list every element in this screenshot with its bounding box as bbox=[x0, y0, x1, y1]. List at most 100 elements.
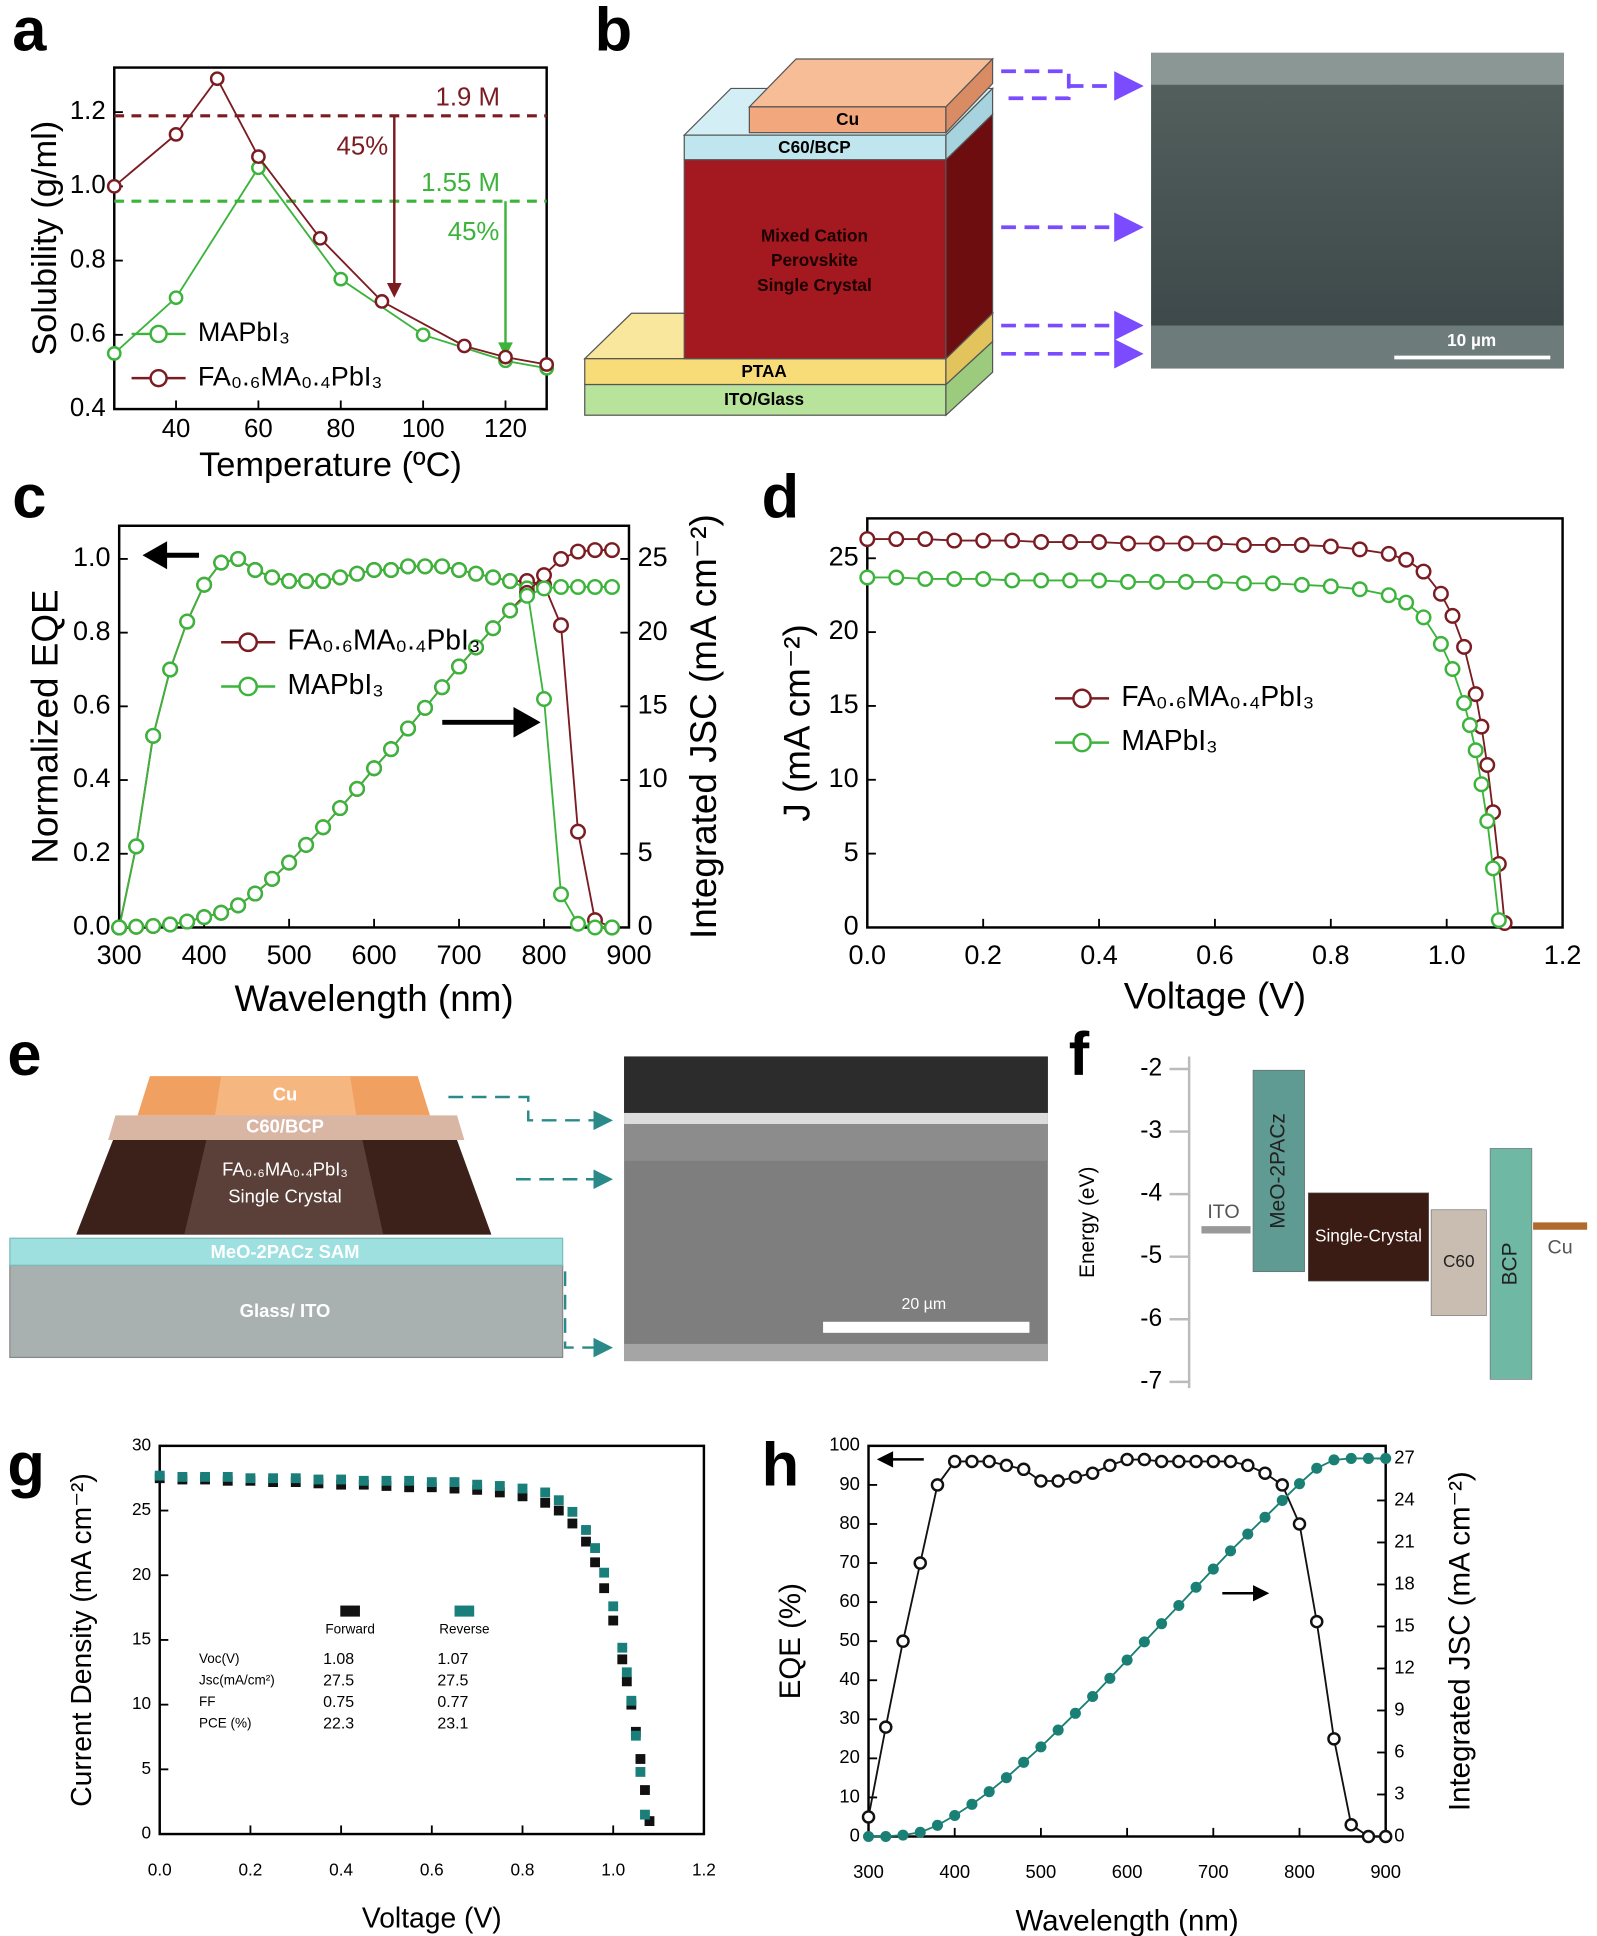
x-tick-label: 600 bbox=[1112, 1861, 1143, 1882]
data-marker bbox=[1259, 1511, 1271, 1523]
data-marker bbox=[472, 1479, 483, 1490]
data-marker bbox=[358, 1475, 369, 1486]
data-marker bbox=[570, 823, 586, 840]
y-tick-label: 20 bbox=[839, 1746, 859, 1767]
data-marker bbox=[485, 620, 502, 637]
data-marker bbox=[281, 573, 298, 590]
data-marker bbox=[1051, 1474, 1065, 1488]
data-marker bbox=[1177, 573, 1194, 590]
y2-axis-label: Integrated JSC (mA cm⁻²) bbox=[1444, 1471, 1477, 1811]
data-marker bbox=[1361, 1829, 1376, 1844]
y-tick-label: 25 bbox=[829, 541, 859, 571]
x-tick-label: 800 bbox=[1284, 1861, 1315, 1882]
x-axis-label: Voltage (V) bbox=[1124, 975, 1306, 1016]
energy-bar bbox=[1430, 1209, 1487, 1316]
data-marker bbox=[999, 1458, 1014, 1473]
panel-label: b bbox=[595, 0, 633, 65]
y2-tick-label: 0 bbox=[638, 911, 653, 941]
table-row-label: PCE (%) bbox=[199, 1716, 252, 1731]
data-marker bbox=[630, 1730, 641, 1741]
data-marker bbox=[381, 1475, 392, 1486]
y2-tick-label: 15 bbox=[638, 689, 668, 719]
x-tick-label: 0.2 bbox=[964, 940, 1002, 970]
y-tick-label: 0.8 bbox=[73, 616, 111, 646]
data-marker bbox=[1120, 573, 1137, 590]
y2-axis-label: Integrated JSC (mA cm⁻²) bbox=[683, 514, 724, 939]
data-marker bbox=[1034, 1474, 1048, 1488]
data-marker bbox=[1311, 1462, 1323, 1474]
data-marker bbox=[946, 532, 963, 549]
y-axis-label: EQE (%) bbox=[774, 1583, 807, 1699]
data-marker bbox=[179, 613, 196, 630]
x-tick-label: 900 bbox=[606, 940, 651, 970]
sem-image bbox=[1151, 52, 1564, 369]
data-marker bbox=[599, 1567, 610, 1578]
legend-label: FA₀.₆MA₀.₄PbI₃ bbox=[287, 624, 480, 656]
data-marker bbox=[298, 836, 315, 853]
y2-tick-label: 18 bbox=[1394, 1572, 1414, 1593]
y-tick-label: 0 bbox=[844, 911, 859, 941]
data-marker bbox=[290, 1473, 301, 1484]
layer-label: PTAA bbox=[741, 361, 787, 381]
data-marker bbox=[1072, 688, 1092, 709]
data-marker bbox=[626, 1695, 637, 1706]
y-tick-label: 10 bbox=[829, 763, 859, 793]
data-marker bbox=[177, 1471, 188, 1482]
legend-label: MAPbI₃ bbox=[287, 668, 383, 700]
data-marker bbox=[1479, 757, 1496, 774]
x-tick-label: 0.4 bbox=[329, 1859, 353, 1879]
data-marker bbox=[502, 573, 519, 590]
data-marker bbox=[1351, 541, 1368, 558]
data-marker bbox=[917, 531, 934, 548]
data-marker bbox=[245, 1473, 256, 1484]
y-tick-label: 0.6 bbox=[73, 689, 111, 719]
y-tick-label: 40 bbox=[839, 1668, 859, 1689]
data-marker bbox=[621, 1667, 632, 1678]
panel-label: d bbox=[762, 462, 800, 531]
data-marker bbox=[536, 567, 552, 584]
layer bbox=[748, 106, 947, 134]
data-marker bbox=[599, 1583, 610, 1594]
data-marker bbox=[1091, 534, 1108, 551]
y-tick-label: 0.4 bbox=[73, 763, 111, 793]
data-marker bbox=[1351, 581, 1368, 598]
table-cell: 0.77 bbox=[437, 1694, 468, 1711]
y-tick-label: 0 bbox=[142, 1823, 152, 1843]
scale-bar-label: 20 µm bbox=[901, 1296, 946, 1313]
y-tick-label: 1.2 bbox=[70, 97, 106, 125]
data-marker bbox=[1258, 1466, 1272, 1480]
data-marker bbox=[434, 679, 451, 696]
data-marker bbox=[264, 569, 281, 586]
panel-label: a bbox=[12, 0, 47, 65]
annotation-label: 45% bbox=[337, 133, 389, 161]
series-line bbox=[113, 166, 547, 370]
data-marker bbox=[281, 854, 298, 871]
data-marker bbox=[617, 1642, 628, 1653]
y-tick-label: 30 bbox=[839, 1707, 859, 1728]
panel-label: c bbox=[12, 462, 46, 531]
data-marker bbox=[1398, 594, 1415, 611]
legend-label: Reverse bbox=[439, 1622, 489, 1637]
y-tick-label: 100 bbox=[829, 1434, 860, 1455]
data-marker bbox=[333, 271, 349, 287]
data-marker bbox=[966, 1798, 978, 1810]
data-marker bbox=[468, 639, 485, 656]
pointer-arrow bbox=[1001, 71, 1136, 98]
data-marker bbox=[635, 1754, 646, 1764]
y-tick-label: -3 bbox=[1140, 1117, 1162, 1144]
data-marker bbox=[400, 720, 417, 737]
energy-level-label: Cu bbox=[1548, 1236, 1573, 1258]
data-marker bbox=[154, 1470, 165, 1481]
data-marker bbox=[449, 1477, 460, 1488]
data-marker bbox=[336, 1474, 347, 1485]
data-marker bbox=[264, 870, 281, 887]
y2-tick-label: 21 bbox=[1394, 1530, 1414, 1551]
x-tick-label: 0.8 bbox=[511, 1859, 535, 1879]
data-marker bbox=[1242, 1528, 1254, 1540]
x-tick-label: 600 bbox=[352, 940, 397, 970]
data-marker bbox=[603, 578, 620, 595]
data-marker bbox=[415, 327, 431, 343]
x-tick-label: 0.6 bbox=[420, 1859, 444, 1879]
energy-bar-label: C60 bbox=[1443, 1251, 1475, 1271]
panel-label: e bbox=[7, 1020, 41, 1089]
